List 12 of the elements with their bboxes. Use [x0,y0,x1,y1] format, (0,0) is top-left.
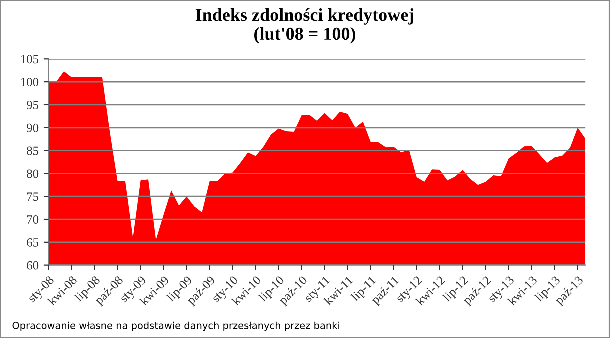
y-tick-label: 60 [27,261,39,270]
y-tick-label: 95 [26,101,39,110]
y-tick-label: 65 [27,238,39,247]
y-tick-label: 85 [27,146,39,156]
y-tick-label: 70 [27,216,39,224]
y-tick-label: 90 [26,124,39,132]
y-tick-label: 105 [21,55,39,64]
y-tick-label: 80 [27,170,39,178]
y-tick-label: 100 [21,78,39,87]
y-tick-label: 75 [27,192,39,202]
chart-title: Indeks zdolności kredytowej (lut'08 = 100) [196,8,414,44]
text: Opracowanie własne na podstawie danych przesłanych przez banki [12,322,340,332]
